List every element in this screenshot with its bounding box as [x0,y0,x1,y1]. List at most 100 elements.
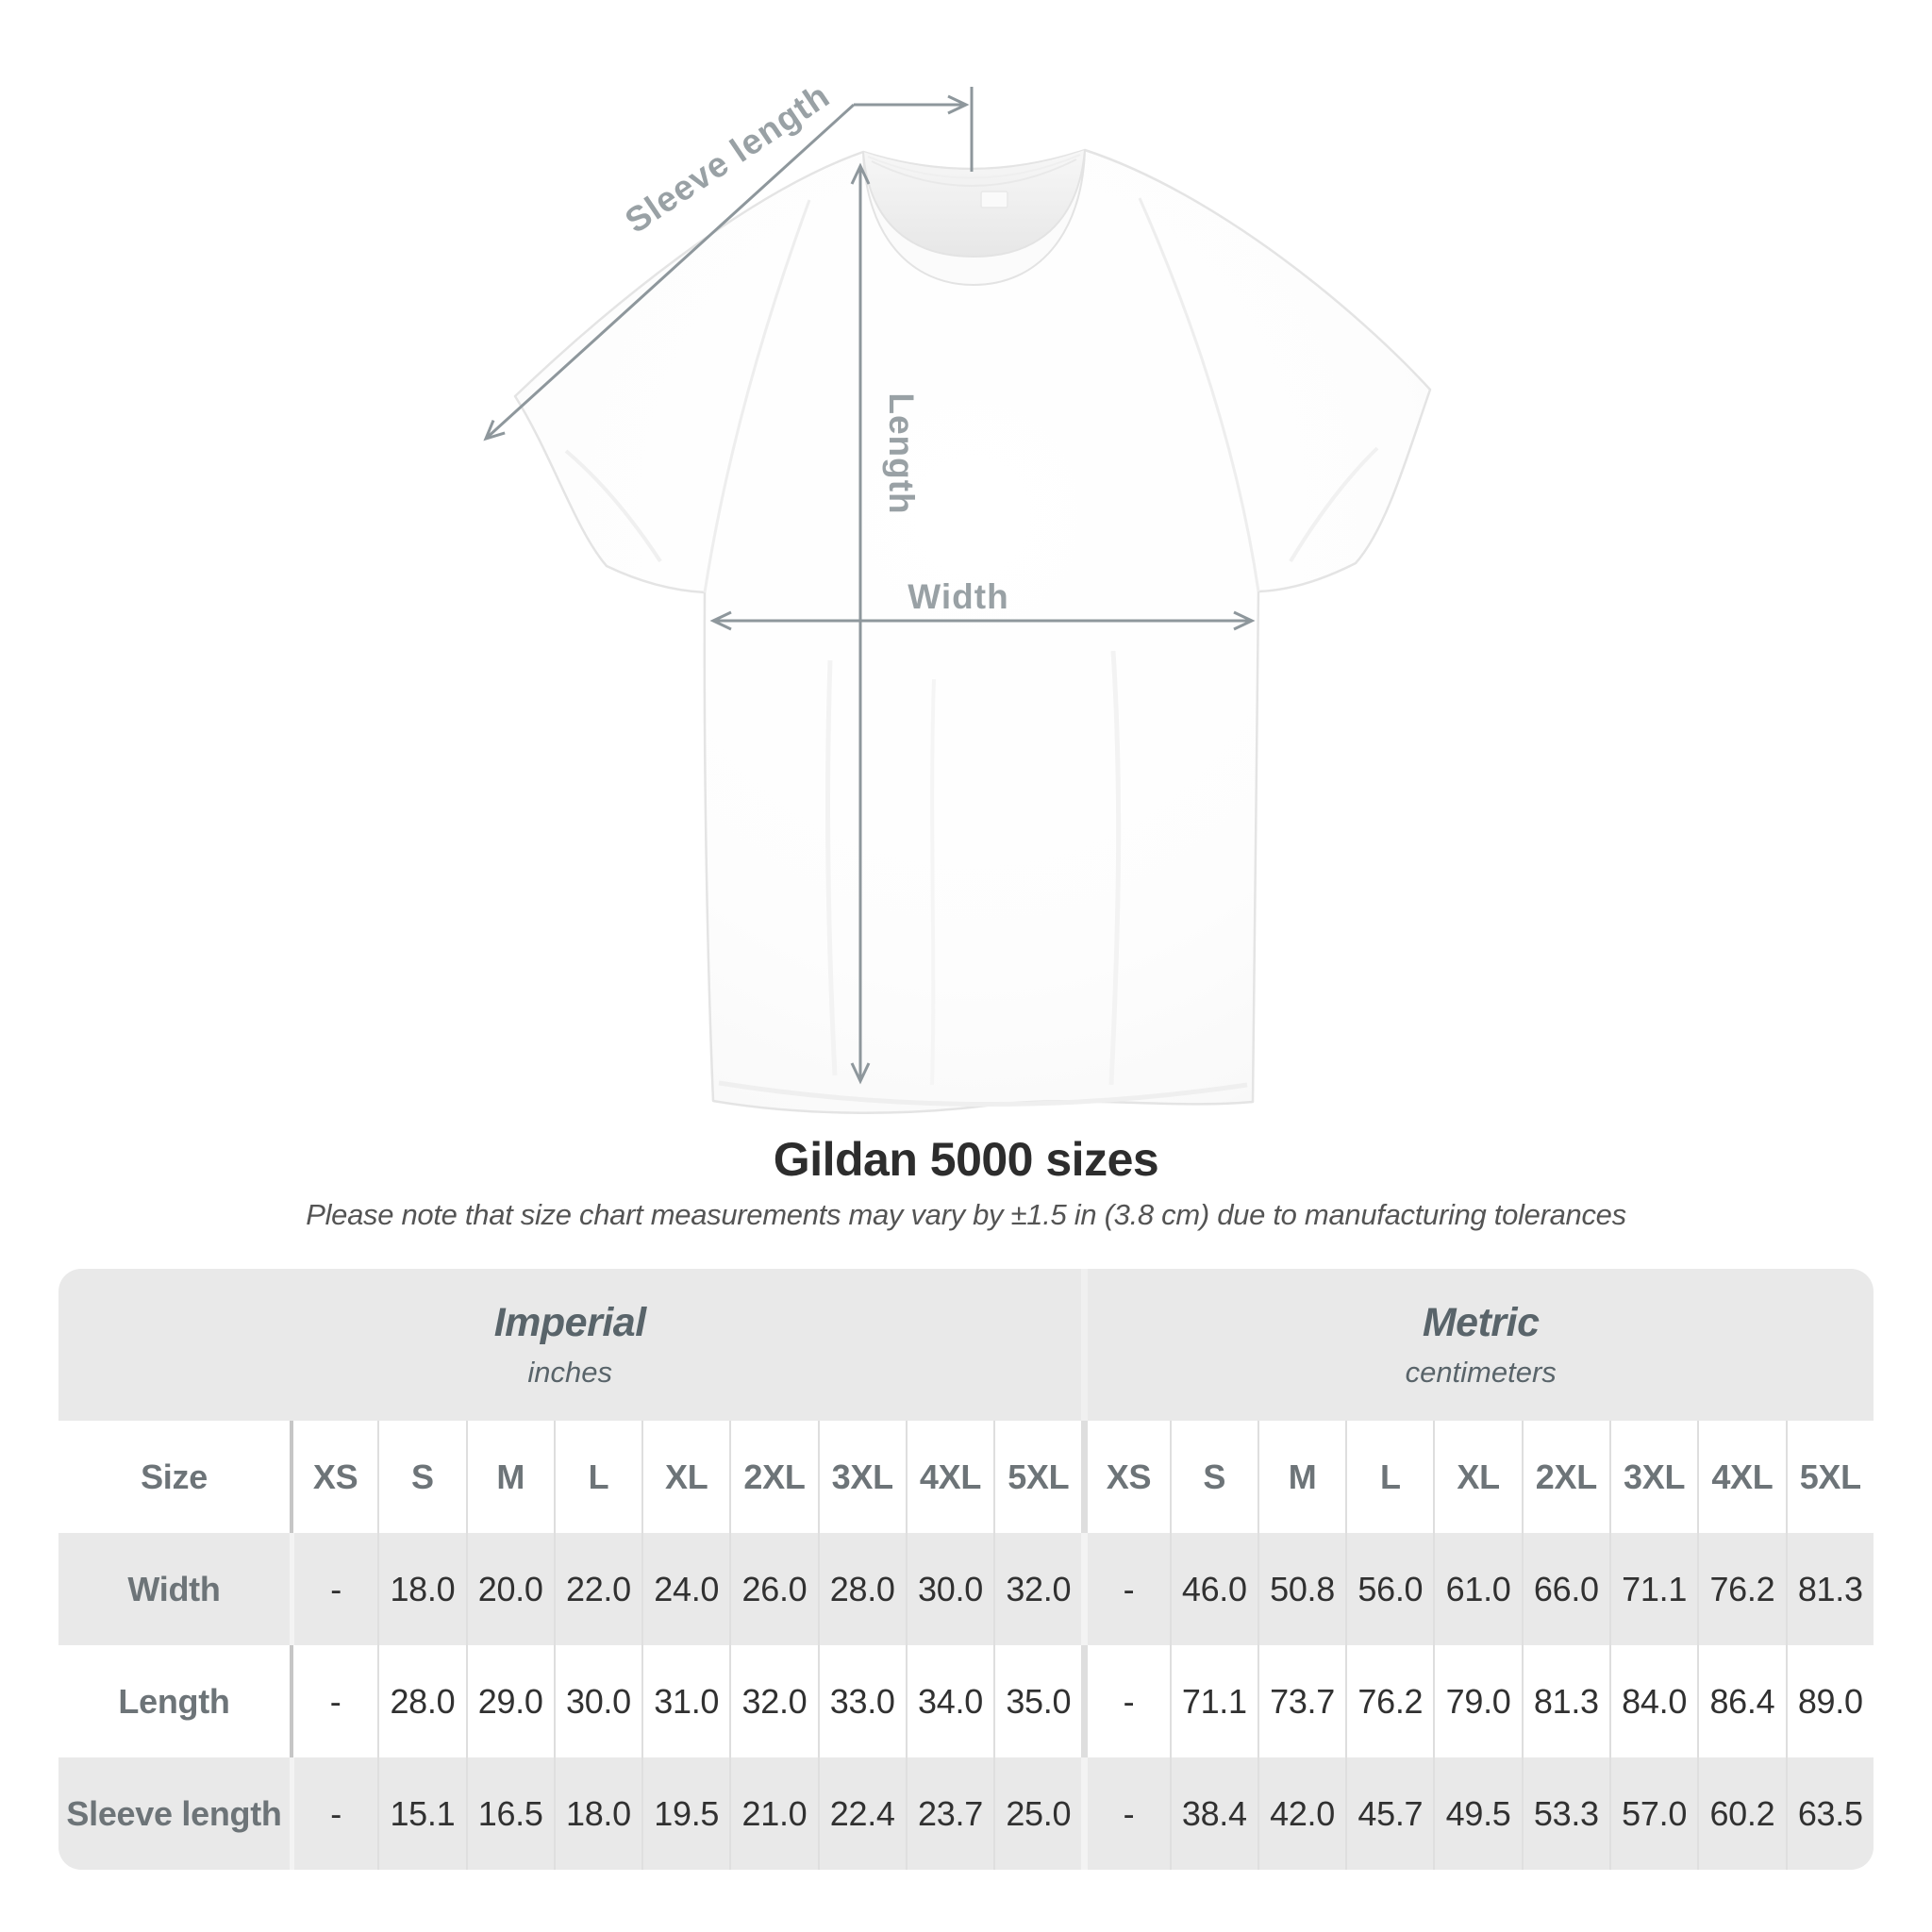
size-col-header: 5XL [993,1421,1082,1533]
value-cell: 71.1 [1608,1533,1698,1645]
size-col-header: L [553,1421,642,1533]
value-cell: 50.8 [1257,1533,1346,1645]
value-cell: - [290,1757,378,1870]
value-cell: 38.4 [1169,1757,1257,1870]
value-cell: 76.2 [1697,1533,1786,1645]
size-col-header: S [1169,1421,1257,1533]
value-cell: - [1081,1757,1170,1870]
row-label: Length [58,1645,290,1757]
size-col-header: XL [1433,1421,1522,1533]
value-cell: 16.5 [465,1757,554,1870]
size-header-row: Size XS S M L XL 2XL 3XL 4XL 5XL XS S M … [58,1421,1874,1533]
value-cell: 42.0 [1257,1757,1346,1870]
value-cell: 18.0 [553,1757,642,1870]
value-cell: 35.0 [993,1645,1082,1757]
measurement-arrows [483,87,1256,1085]
value-cell: 86.4 [1697,1645,1786,1757]
value-cell: 60.2 [1697,1757,1786,1870]
value-cell: 57.0 [1608,1757,1698,1870]
value-cell: 33.0 [817,1645,906,1757]
row-label: Sleeve length [58,1757,290,1870]
value-cell: 30.0 [905,1533,994,1645]
value-cell: 66.0 [1521,1533,1609,1645]
sleeve-length-row: Sleeve length - 15.1 16.5 18.0 19.5 21.0… [58,1757,1874,1870]
page-subtitle: Please note that size chart measurements… [306,1198,1626,1231]
value-cell: 76.2 [1345,1645,1434,1757]
value-cell: 84.0 [1608,1645,1698,1757]
metric-label: Metric [1422,1300,1540,1345]
value-cell: 53.3 [1521,1757,1609,1870]
value-cell: 21.0 [729,1757,818,1870]
size-col-header: L [1345,1421,1434,1533]
value-cell: - [290,1533,378,1645]
value-cell: 81.3 [1521,1645,1609,1757]
size-col-header: XS [290,1421,378,1533]
value-cell: 18.0 [377,1533,466,1645]
size-header-label: Size [58,1421,290,1533]
size-col-header: XL [641,1421,730,1533]
value-cell: - [290,1645,378,1757]
collar-band [862,149,1086,287]
size-table: Imperial inches Metric centimeters Size … [58,1269,1874,1870]
value-cell: 34.0 [905,1645,994,1757]
value-cell: 45.7 [1345,1757,1434,1870]
metric-header-cell: Metric centimeters [1081,1269,1874,1421]
imperial-header-cell: Imperial inches [58,1269,1082,1421]
size-col-header: 4XL [1697,1421,1786,1533]
value-cell: 30.0 [553,1645,642,1757]
value-cell: 71.1 [1169,1645,1257,1757]
value-cell: 32.0 [729,1645,818,1757]
value-cell: 25.0 [993,1757,1082,1870]
value-cell: 61.0 [1433,1533,1522,1645]
size-col-header: 5XL [1785,1421,1874,1533]
neck-tag [980,191,1008,208]
value-cell: 79.0 [1433,1645,1522,1757]
imperial-unit-label: inches [527,1356,612,1389]
value-cell: 49.5 [1433,1757,1522,1870]
value-cell: 32.0 [993,1533,1082,1645]
length-row: Length - 28.0 29.0 30.0 31.0 32.0 33.0 3… [58,1645,1874,1757]
tshirt-body [513,148,1432,1114]
length-label: Length [882,392,921,514]
width-row: Width - 18.0 20.0 22.0 24.0 26.0 28.0 30… [58,1533,1874,1645]
value-cell: 20.0 [465,1533,554,1645]
value-cell: 28.0 [817,1533,906,1645]
value-cell: - [1081,1645,1170,1757]
value-cell: 89.0 [1785,1645,1874,1757]
width-label: Width [908,577,1008,616]
row-label: Width [58,1533,290,1645]
size-col-header: 2XL [729,1421,818,1533]
value-cell: 22.0 [553,1533,642,1645]
value-cell: 31.0 [641,1645,730,1757]
size-table-container: Imperial inches Metric centimeters Size … [58,1269,1874,1870]
metric-unit-label: centimeters [1405,1356,1557,1389]
size-col-header: S [377,1421,466,1533]
value-cell: 28.0 [377,1645,466,1757]
value-cell: 19.5 [641,1757,730,1870]
value-cell: 23.7 [905,1757,994,1870]
tshirt-illustration [513,148,1432,1114]
size-col-header: 4XL [905,1421,994,1533]
size-col-header: 2XL [1521,1421,1609,1533]
value-cell: 15.1 [377,1757,466,1870]
collar-opening [863,150,1085,257]
value-cell: 46.0 [1169,1533,1257,1645]
value-cell: 22.4 [817,1757,906,1870]
value-cell: 24.0 [641,1533,730,1645]
value-cell: 73.7 [1257,1645,1346,1757]
size-col-header: M [1257,1421,1346,1533]
sleeve-length-arrow-diagonal [483,103,856,441]
value-cell: 81.3 [1785,1533,1874,1645]
value-cell: 63.5 [1785,1757,1874,1870]
value-cell: - [1081,1533,1170,1645]
unit-header-row: Imperial inches Metric centimeters [58,1269,1874,1421]
page-title: Gildan 5000 sizes [773,1133,1159,1186]
size-col-header: 3XL [1608,1421,1698,1533]
size-col-header: M [465,1421,554,1533]
tshirt-size-diagram: Sleeve length Length Width [483,75,1432,1114]
imperial-label: Imperial [493,1300,646,1345]
value-cell: 29.0 [465,1645,554,1757]
size-col-header: 3XL [817,1421,906,1533]
value-cell: 56.0 [1345,1533,1434,1645]
value-cell: 26.0 [729,1533,818,1645]
